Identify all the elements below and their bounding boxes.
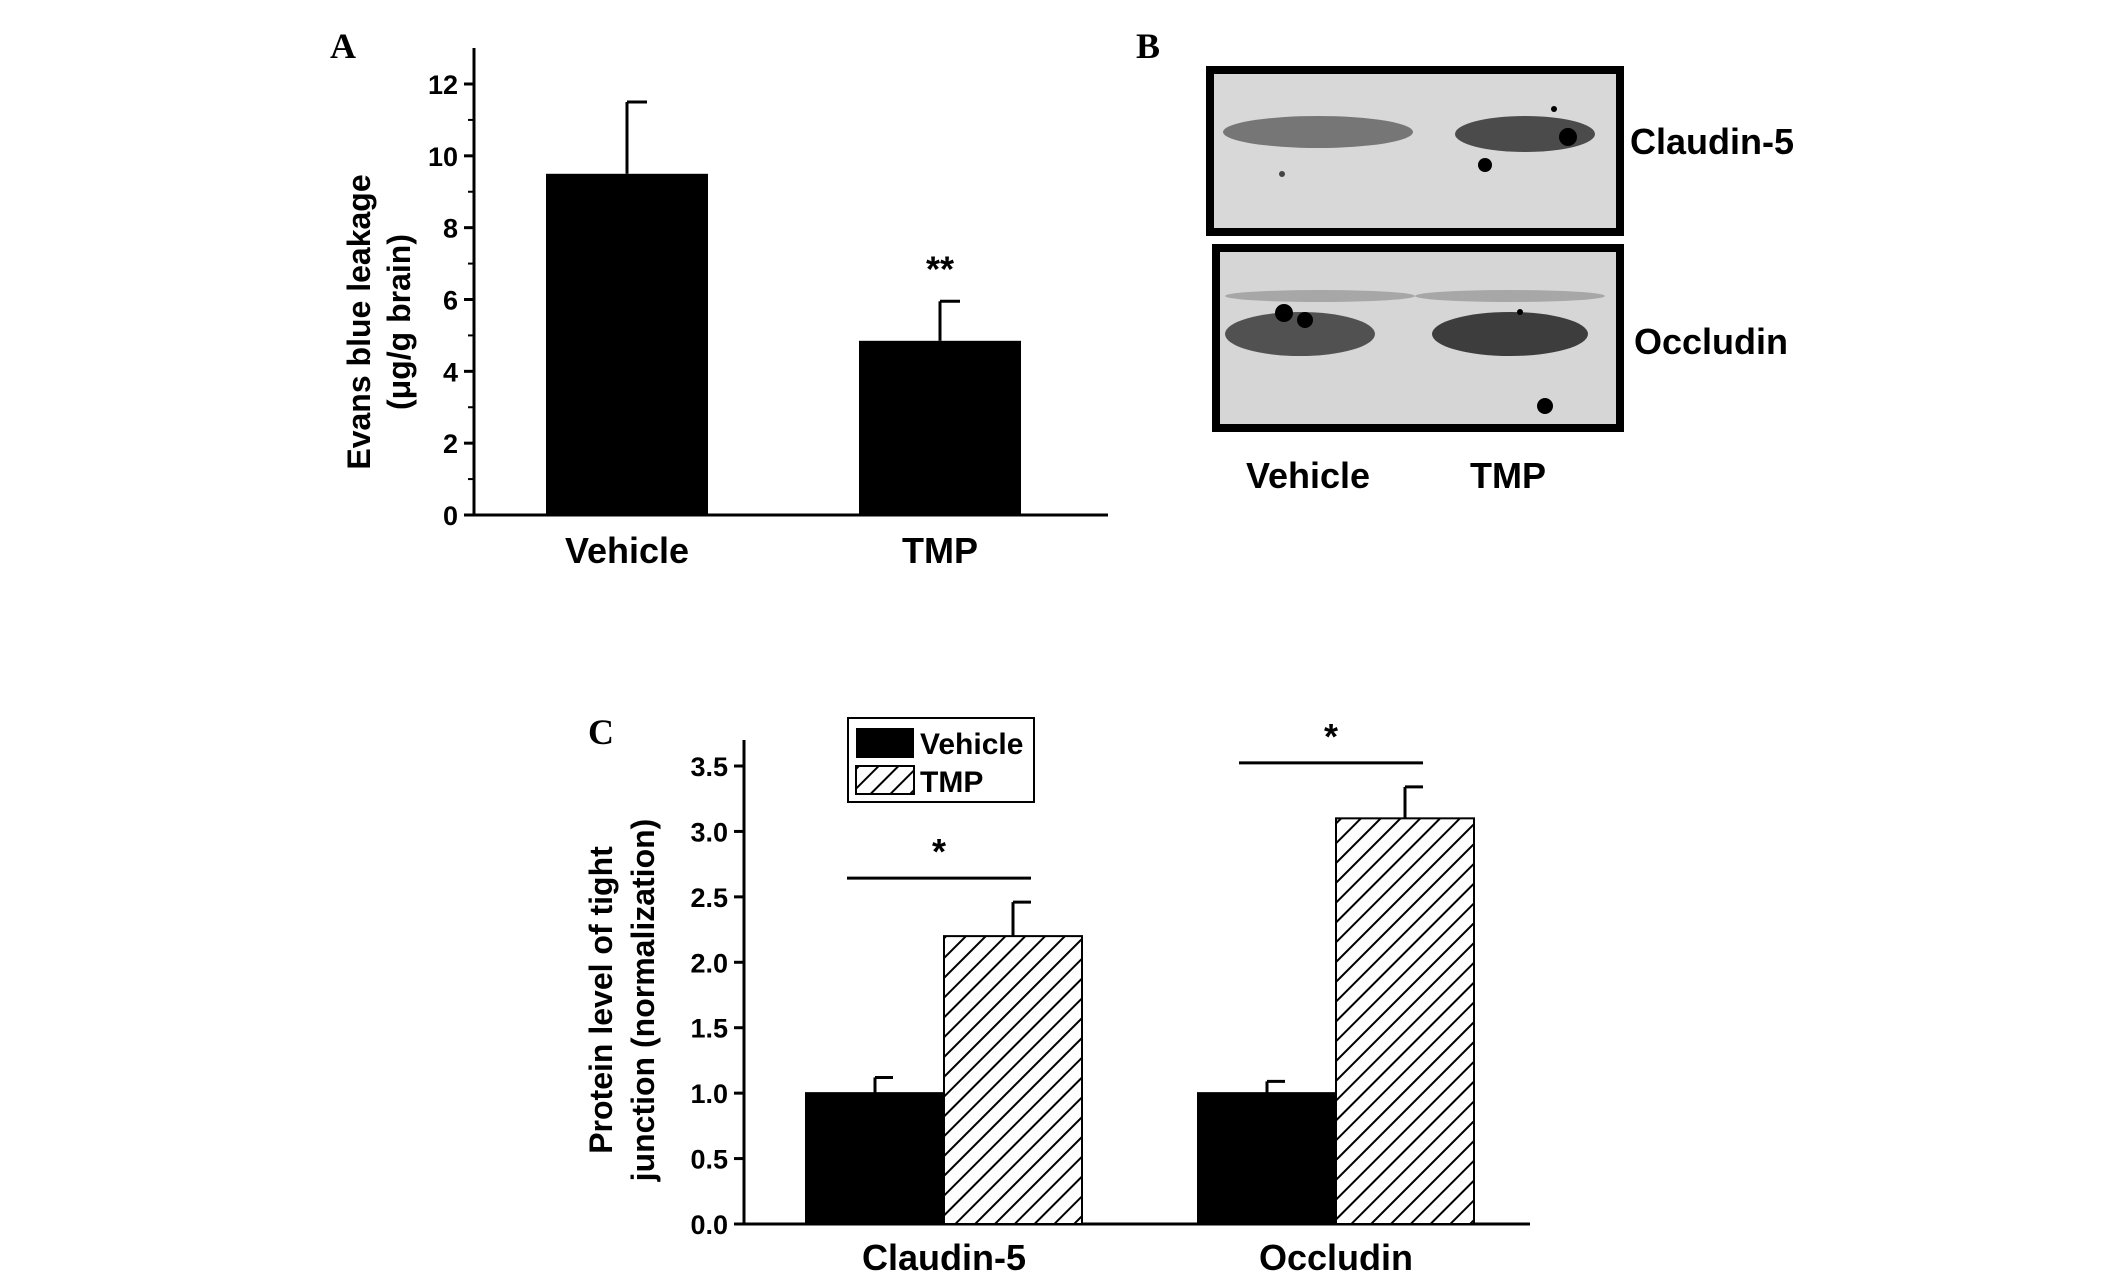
panel-c-ytick-label: 1.0 [690,1079,728,1109]
blot-lane-vehicle: Vehicle [1246,455,1370,496]
panel-c-ytick-label: 2.5 [690,883,728,913]
panel-c-ytick-label: 3.5 [690,752,728,782]
panel-a-bar-chart: A 0 2 4 6 8 10 12 Vehicle TMP ** Evans blue leak… [330,26,1108,571]
panel-c-bar-occludin-vehicle [1197,1092,1337,1225]
blot-label-occludin: Occludin [1634,321,1788,362]
panel-c-ylabel-line2: junction (normalization) [625,819,661,1183]
panel-c-significance-marker: * [1324,716,1338,757]
legend-swatch-vehicle [856,728,914,758]
panel-b-western-blot: B Claudin-5 Occludin Vehicle TMP [1136,26,1794,496]
panel-a-bar-tmp [859,340,1021,515]
panel-a-ytick-label: 6 [443,286,458,316]
panel-c-ylabel-line1: Protein level of tight [583,846,619,1154]
panel-c-ytick-label: 3.0 [690,817,728,847]
panel-a-ytick-label: 4 [443,357,458,387]
panel-a-bar-vehicle [546,173,708,515]
panel-c-ytick-label: 1.5 [690,1014,728,1044]
panel-c-category-label: Claudin-5 [862,1237,1026,1274]
panel-a-ytick-label: 12 [428,70,458,100]
panel-c-legend: Vehicle TMP [847,717,1035,803]
panel-a-category-label: TMP [902,530,978,571]
legend-label-vehicle: Vehicle [920,728,1023,761]
legend-swatch-tmp [855,765,915,795]
panel-c-bars: Claudin-5 Occludin * * [805,716,1475,1274]
panel-a-significance-marker: ** [926,248,954,289]
panel-b-letter: B [1136,26,1160,66]
panel-c-ytick-label: 2.0 [690,948,728,978]
panel-a-ytick-label: 8 [443,214,458,244]
panel-a-ytick-label: 10 [428,142,458,172]
panel-c-significance-marker: * [932,831,946,872]
panel-c-bar-occludin-tmp [1335,817,1475,1225]
panel-c-bar-chart: C 0.0 0.5 1.0 1.5 2.0 2.5 3.0 3.5 Claudin-5 Occl… [583,712,1530,1274]
panel-a-ylabel-line1: Evans blue leakage [341,174,377,469]
panel-c-category-label: Occludin [1259,1237,1413,1274]
blot-lane-tmp: TMP [1470,455,1546,496]
blot-strip-claudin [1206,66,1624,236]
panel-a-ylabel-line2: (μg/g brain) [381,234,417,410]
blot-label-claudin: Claudin-5 [1630,121,1794,162]
panel-c-ytick-label: 0.5 [690,1145,728,1175]
panel-c-bar-claudin-5-tmp [943,935,1083,1225]
panel-a-bars: Vehicle TMP ** [546,100,1021,571]
panel-a-ytick-label: 2 [443,429,458,459]
panel-a-category-label: Vehicle [565,530,689,571]
blot-strip-occludin [1212,244,1624,432]
panel-c-bar-claudin-5-vehicle [805,1092,945,1225]
legend-label-tmp: TMP [920,766,983,799]
panel-a-letter: A [330,26,356,66]
panel-a-ytick-label: 0 [443,501,458,531]
panel-c-letter: C [588,712,614,752]
panel-c-ytick-label: 0.0 [690,1210,728,1240]
